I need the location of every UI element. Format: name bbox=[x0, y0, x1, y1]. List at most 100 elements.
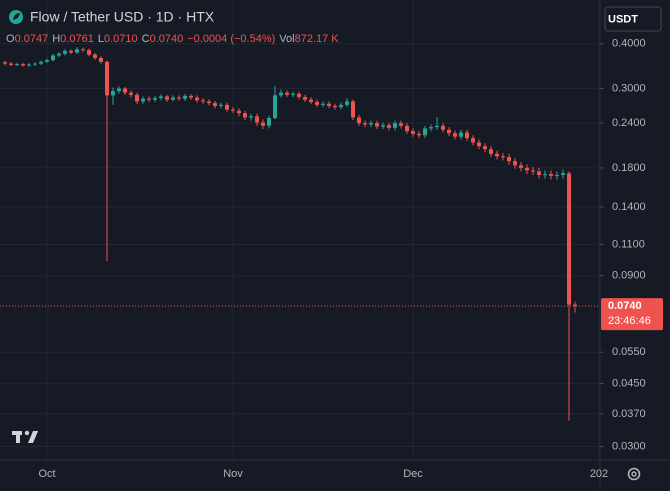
candle-body bbox=[15, 64, 19, 66]
candle-body bbox=[429, 127, 433, 129]
candle-body bbox=[399, 123, 403, 126]
ohlc-legend: O0.0747 H0.0761 L0.0710 C0.0740 −0.0004 (−0.… bbox=[6, 33, 339, 45]
logo-part bbox=[28, 431, 38, 443]
last-price-label: 0.0740 bbox=[608, 300, 642, 312]
candle-body bbox=[207, 101, 211, 104]
currency-label[interactable]: USDT bbox=[608, 13, 638, 25]
candle-body bbox=[525, 167, 529, 171]
candle-body bbox=[483, 146, 487, 150]
candle-body bbox=[129, 92, 133, 95]
x-tick-label: Oct bbox=[38, 468, 55, 480]
logo-part bbox=[24, 430, 30, 436]
candle-body bbox=[27, 64, 31, 66]
candle-body bbox=[201, 100, 205, 102]
candle-body bbox=[477, 142, 481, 147]
axes: 0.4000 0.3000 0.2400 0.1800 0.1400 0.1100 0.09… bbox=[38, 38, 663, 480]
y-tick-label: 0.0900 bbox=[612, 270, 646, 282]
candle-body bbox=[231, 109, 235, 111]
candle-body bbox=[465, 132, 469, 139]
candle-body bbox=[219, 104, 223, 107]
candle-body bbox=[189, 95, 193, 98]
candle-body bbox=[225, 104, 229, 110]
candle-body bbox=[297, 93, 301, 98]
candle-body bbox=[135, 94, 139, 102]
candle-body bbox=[381, 125, 385, 127]
candle-body bbox=[249, 116, 253, 118]
candle-body bbox=[417, 133, 421, 136]
candle-body bbox=[57, 53, 61, 56]
legend-label: O bbox=[6, 33, 15, 45]
candle-body bbox=[285, 92, 289, 95]
chart-title: Flow / Tether USD · 1D · HTX bbox=[30, 9, 215, 25]
plot bbox=[0, 47, 600, 421]
legend-value: 872.17 K bbox=[295, 33, 340, 45]
candle-body bbox=[111, 91, 115, 96]
candle-body bbox=[255, 116, 259, 123]
y-tick-label: 0.2400 bbox=[612, 117, 646, 129]
candle-body bbox=[165, 96, 169, 100]
candle-body bbox=[495, 153, 499, 157]
y-tick-label: 0.1400 bbox=[612, 201, 646, 213]
candle-body bbox=[105, 61, 109, 96]
x-tick-label: Nov bbox=[223, 468, 243, 480]
candle-body bbox=[345, 101, 349, 105]
candle-body bbox=[369, 123, 373, 125]
y-tick-label: 0.1100 bbox=[612, 238, 645, 250]
candle-body bbox=[123, 88, 127, 93]
candle-body bbox=[393, 123, 397, 128]
candle-body bbox=[315, 102, 319, 105]
candle-body bbox=[261, 122, 265, 126]
candle-body bbox=[51, 55, 55, 61]
candle-body bbox=[87, 50, 91, 55]
candle-body bbox=[549, 174, 553, 176]
candle-body bbox=[375, 123, 379, 127]
candle-body bbox=[303, 97, 307, 100]
candle-body bbox=[279, 92, 283, 96]
candle-body bbox=[21, 64, 25, 66]
gear-inner[interactable] bbox=[631, 471, 637, 477]
grid bbox=[0, 0, 600, 460]
y-tick-label: 0.1800 bbox=[612, 162, 646, 174]
currency-button[interactable] bbox=[604, 6, 662, 32]
candle-body bbox=[3, 62, 7, 64]
y-tick-label: 0.0550 bbox=[612, 346, 646, 358]
candle-body bbox=[561, 173, 565, 175]
candle-body bbox=[273, 95, 277, 119]
legend-label: Vol bbox=[279, 33, 294, 45]
candle-body bbox=[519, 165, 523, 168]
legend-value: 0.0740 bbox=[150, 33, 184, 45]
gear-outer[interactable] bbox=[627, 467, 641, 481]
candle-body bbox=[453, 133, 457, 137]
candle-body bbox=[489, 149, 493, 154]
legend-value: 0.0747 bbox=[15, 33, 49, 45]
candle-body bbox=[405, 125, 409, 132]
candle-body bbox=[99, 57, 103, 62]
candle-body bbox=[243, 113, 247, 118]
candle-body bbox=[567, 173, 571, 305]
candle-body bbox=[45, 60, 49, 62]
candle-body bbox=[513, 161, 517, 166]
candle-body bbox=[213, 103, 217, 107]
candle-body bbox=[507, 157, 511, 162]
candle-body bbox=[117, 88, 121, 92]
candle-body bbox=[555, 174, 559, 176]
candle-body bbox=[63, 50, 67, 54]
candle-body bbox=[339, 104, 343, 108]
candle-body bbox=[531, 170, 535, 172]
settings-button[interactable] bbox=[627, 467, 641, 481]
candle-body bbox=[435, 125, 439, 128]
y-tick-label: 0.0300 bbox=[612, 440, 646, 452]
y-tick-label: 0.3000 bbox=[612, 82, 646, 94]
candle-body bbox=[9, 63, 13, 65]
legend-label: L bbox=[98, 33, 104, 45]
candle-body bbox=[237, 110, 241, 114]
candle-body bbox=[141, 98, 145, 102]
legend-value: 0.0761 bbox=[60, 33, 94, 45]
candle-body bbox=[537, 171, 541, 175]
y-tick-label: 0.0370 bbox=[612, 408, 646, 420]
candle-body bbox=[171, 97, 175, 100]
candle-body bbox=[351, 101, 355, 118]
candle-body bbox=[459, 132, 463, 137]
